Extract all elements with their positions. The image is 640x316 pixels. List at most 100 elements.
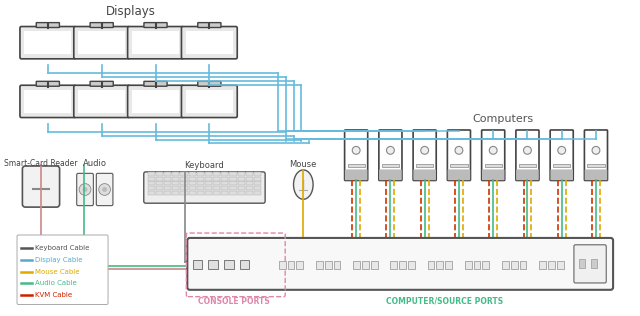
FancyBboxPatch shape bbox=[379, 130, 402, 180]
Bar bbox=[205, 177, 212, 181]
Bar bbox=[156, 181, 163, 185]
Bar bbox=[172, 186, 179, 190]
Bar bbox=[164, 177, 172, 181]
Bar bbox=[148, 181, 155, 185]
Bar bbox=[78, 90, 125, 113]
Bar bbox=[279, 261, 285, 269]
FancyBboxPatch shape bbox=[482, 130, 505, 180]
Bar bbox=[296, 261, 303, 269]
FancyBboxPatch shape bbox=[182, 85, 237, 118]
Bar bbox=[186, 90, 233, 113]
FancyBboxPatch shape bbox=[90, 23, 113, 27]
Bar bbox=[148, 172, 155, 176]
Bar bbox=[591, 259, 597, 268]
Circle shape bbox=[524, 146, 531, 154]
Bar bbox=[205, 186, 212, 190]
Bar bbox=[511, 261, 518, 269]
Text: Mouse Cable: Mouse Cable bbox=[35, 269, 79, 275]
Bar bbox=[519, 164, 536, 167]
Bar bbox=[189, 177, 196, 181]
FancyBboxPatch shape bbox=[144, 172, 265, 203]
Bar bbox=[399, 261, 406, 269]
Bar bbox=[221, 172, 228, 176]
Bar bbox=[213, 172, 220, 176]
Bar bbox=[254, 172, 261, 176]
Bar bbox=[172, 191, 179, 195]
Bar bbox=[221, 181, 228, 185]
Circle shape bbox=[489, 146, 497, 154]
FancyBboxPatch shape bbox=[447, 169, 470, 180]
Bar bbox=[474, 261, 481, 269]
Bar bbox=[196, 177, 204, 181]
Bar bbox=[416, 164, 433, 167]
Circle shape bbox=[420, 146, 429, 154]
Bar bbox=[254, 191, 261, 195]
Circle shape bbox=[352, 146, 360, 154]
Bar bbox=[78, 31, 125, 54]
FancyBboxPatch shape bbox=[20, 27, 76, 59]
Bar bbox=[390, 261, 397, 269]
Bar bbox=[148, 177, 155, 181]
Circle shape bbox=[99, 184, 111, 195]
Text: Smart-Card Reader: Smart-Card Reader bbox=[4, 159, 77, 167]
Bar bbox=[189, 172, 196, 176]
Bar bbox=[180, 172, 188, 176]
FancyBboxPatch shape bbox=[22, 166, 60, 207]
Circle shape bbox=[592, 146, 600, 154]
Bar bbox=[156, 191, 163, 195]
FancyBboxPatch shape bbox=[96, 173, 113, 206]
Bar bbox=[325, 261, 332, 269]
Bar bbox=[520, 261, 527, 269]
Bar bbox=[246, 186, 253, 190]
Bar bbox=[180, 186, 188, 190]
Bar bbox=[213, 191, 220, 195]
Bar bbox=[193, 260, 202, 269]
FancyBboxPatch shape bbox=[17, 235, 108, 305]
Bar bbox=[221, 177, 228, 181]
Bar bbox=[230, 172, 237, 176]
FancyBboxPatch shape bbox=[584, 130, 607, 180]
Bar bbox=[180, 191, 188, 195]
Bar bbox=[237, 191, 245, 195]
Bar bbox=[196, 172, 204, 176]
Bar bbox=[382, 164, 399, 167]
Bar bbox=[172, 181, 179, 185]
Bar bbox=[221, 191, 228, 195]
FancyBboxPatch shape bbox=[482, 169, 504, 180]
Bar bbox=[213, 181, 220, 185]
Bar bbox=[196, 186, 204, 190]
Bar bbox=[148, 191, 155, 195]
FancyBboxPatch shape bbox=[74, 85, 129, 118]
Bar bbox=[172, 177, 179, 181]
Bar bbox=[156, 177, 163, 181]
FancyBboxPatch shape bbox=[379, 169, 402, 180]
Bar bbox=[230, 191, 237, 195]
Bar bbox=[287, 261, 294, 269]
Bar bbox=[156, 172, 163, 176]
Text: Keyboard: Keyboard bbox=[184, 161, 225, 169]
FancyBboxPatch shape bbox=[36, 23, 60, 27]
FancyBboxPatch shape bbox=[198, 81, 221, 86]
Bar bbox=[180, 177, 188, 181]
Text: COMPUTER/SOURCE PORTS: COMPUTER/SOURCE PORTS bbox=[386, 297, 503, 306]
Text: Mouse: Mouse bbox=[290, 160, 317, 168]
FancyBboxPatch shape bbox=[74, 27, 129, 59]
Bar bbox=[224, 260, 234, 269]
Bar bbox=[451, 164, 468, 167]
Circle shape bbox=[79, 184, 91, 195]
Bar bbox=[237, 181, 245, 185]
Bar bbox=[445, 261, 452, 269]
Text: Audio Cable: Audio Cable bbox=[35, 281, 77, 286]
Bar bbox=[189, 191, 196, 195]
Bar bbox=[148, 186, 155, 190]
FancyBboxPatch shape bbox=[413, 169, 436, 180]
Bar bbox=[164, 191, 172, 195]
Bar bbox=[205, 172, 212, 176]
FancyBboxPatch shape bbox=[574, 245, 606, 283]
Text: CONSOLE PORTS: CONSOLE PORTS bbox=[198, 297, 269, 306]
Bar bbox=[189, 181, 196, 185]
FancyBboxPatch shape bbox=[144, 81, 167, 86]
Bar bbox=[180, 181, 188, 185]
Circle shape bbox=[387, 146, 394, 154]
Text: Computers: Computers bbox=[472, 114, 534, 124]
